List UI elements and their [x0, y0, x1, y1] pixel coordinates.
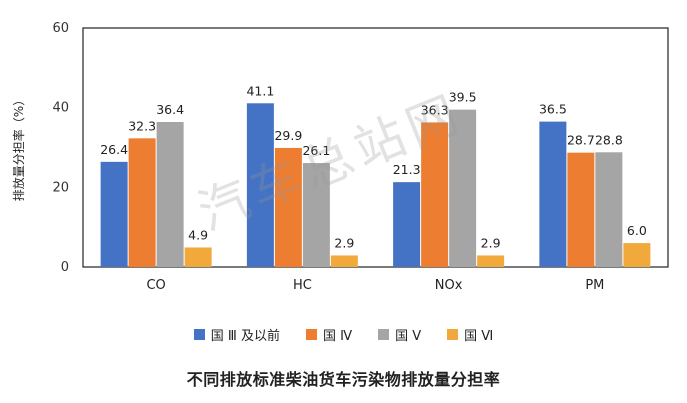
bar	[595, 152, 623, 267]
bar	[393, 182, 421, 267]
y-tick-label: 40	[52, 101, 69, 116]
chart-legend: 国 Ⅲ 及以前 国 Ⅳ 国 Ⅴ 国 Ⅵ	[0, 322, 687, 346]
bar	[100, 161, 128, 267]
legend-item: 国 Ⅵ	[447, 325, 493, 344]
bar	[156, 122, 184, 267]
data-label: 32.3	[128, 118, 156, 133]
data-label: 29.9	[274, 128, 302, 143]
data-label: 28.7	[567, 133, 595, 148]
legend-item: 国 Ⅴ	[378, 325, 421, 344]
legend-item: 国 Ⅲ 及以前	[193, 325, 280, 344]
legend-swatch	[305, 328, 317, 340]
legend-label: 国 Ⅴ	[395, 328, 422, 344]
plot-frame	[82, 27, 669, 268]
data-label: 36.5	[539, 102, 567, 117]
bar	[128, 138, 156, 267]
data-label: 4.9	[188, 227, 208, 242]
data-label: 2.9	[481, 235, 501, 250]
bar	[449, 109, 477, 268]
chart-plot: 0 20 40 60 排放量分担率（%） 26.432.336.4 4.9 CO 41.1 29.…	[11, 21, 669, 293]
bar	[539, 121, 567, 267]
legend-label: 国 Ⅲ 及以前	[210, 328, 280, 344]
bar	[421, 122, 449, 267]
y-axis-label: 排放量分担率（%）	[11, 94, 26, 201]
data-label: 26.4	[100, 142, 128, 157]
data-label: 36.4	[156, 102, 184, 117]
x-tick-label: CO	[146, 278, 165, 293]
data-label: 41.1	[246, 83, 274, 98]
data-label: 28.8	[595, 132, 623, 147]
bar	[246, 103, 274, 267]
x-tick-label: HC	[293, 278, 312, 293]
bar	[477, 255, 505, 267]
data-label: 2.9	[334, 235, 354, 250]
bar	[184, 247, 212, 267]
legend-swatch	[378, 328, 390, 340]
y-tick-label: 0	[61, 260, 69, 275]
bar	[623, 243, 651, 267]
data-label: 39.5	[449, 90, 477, 105]
bar	[302, 163, 330, 267]
legend-item: 国 Ⅳ	[305, 325, 353, 344]
legend-label: 国 Ⅵ	[464, 328, 494, 344]
data-label: 6.0	[627, 223, 647, 238]
bar	[274, 147, 302, 267]
x-tick-label: PM	[585, 278, 604, 293]
data-label: 36.3	[421, 102, 449, 117]
y-tick-label: 60	[52, 21, 69, 36]
bar	[330, 255, 358, 267]
bar	[567, 152, 595, 267]
chart-title: 不同排放标准柴油货车污染物排放量分担率	[186, 370, 501, 389]
y-tick-label: 20	[52, 180, 69, 195]
legend-swatch	[447, 328, 459, 340]
legend-label: 国 Ⅳ	[322, 328, 353, 344]
data-label: 21.3	[393, 162, 421, 177]
x-tick-label: NOx	[435, 278, 463, 293]
data-label: 26.1	[302, 143, 330, 158]
legend-swatch	[193, 328, 205, 340]
